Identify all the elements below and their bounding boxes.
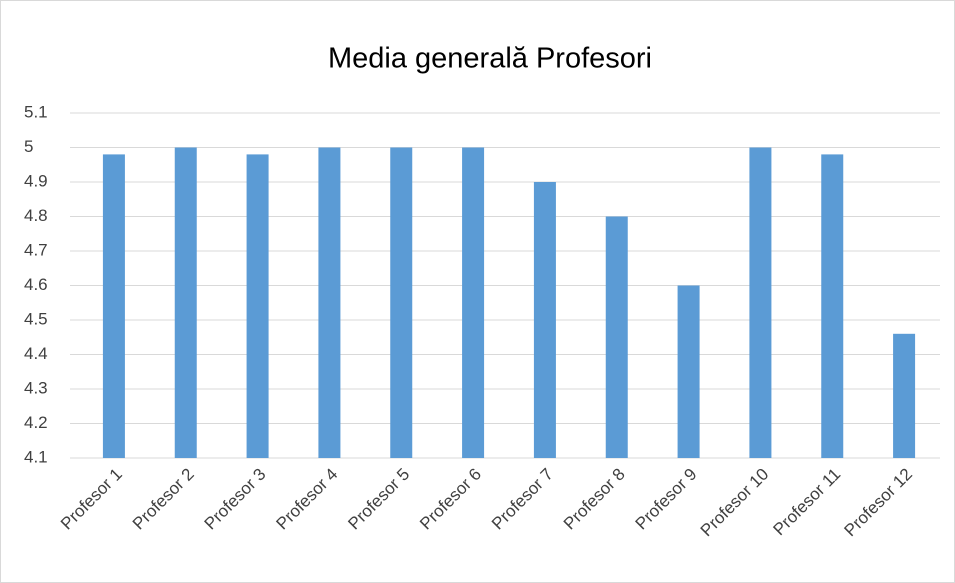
- bar: [605, 216, 628, 458]
- y-tick-label: 4.2: [24, 413, 48, 432]
- y-tick-label: 4.4: [24, 344, 48, 363]
- bar: [821, 154, 844, 458]
- bar: [462, 147, 485, 458]
- bar: [174, 147, 197, 458]
- y-tick-label: 4.7: [24, 240, 48, 259]
- y-tick-label: 4.5: [24, 309, 48, 328]
- bar: [246, 154, 269, 458]
- y-tick-label: 4.9: [24, 171, 48, 190]
- y-tick-label: 4.8: [24, 206, 48, 225]
- bar: [102, 154, 125, 458]
- bar: [533, 182, 556, 458]
- y-tick-label: 5: [24, 137, 33, 156]
- bar: [749, 147, 772, 458]
- chart-title: Media generală Profesori: [328, 43, 652, 75]
- y-tick-label: 5.1: [24, 102, 48, 121]
- bar: [677, 285, 700, 458]
- bar: [390, 147, 413, 458]
- y-tick-label: 4.6: [24, 275, 48, 294]
- y-tick-label: 4.3: [24, 378, 48, 397]
- bar: [318, 147, 341, 458]
- bar: [893, 333, 916, 458]
- y-tick-label: 4.1: [24, 447, 48, 466]
